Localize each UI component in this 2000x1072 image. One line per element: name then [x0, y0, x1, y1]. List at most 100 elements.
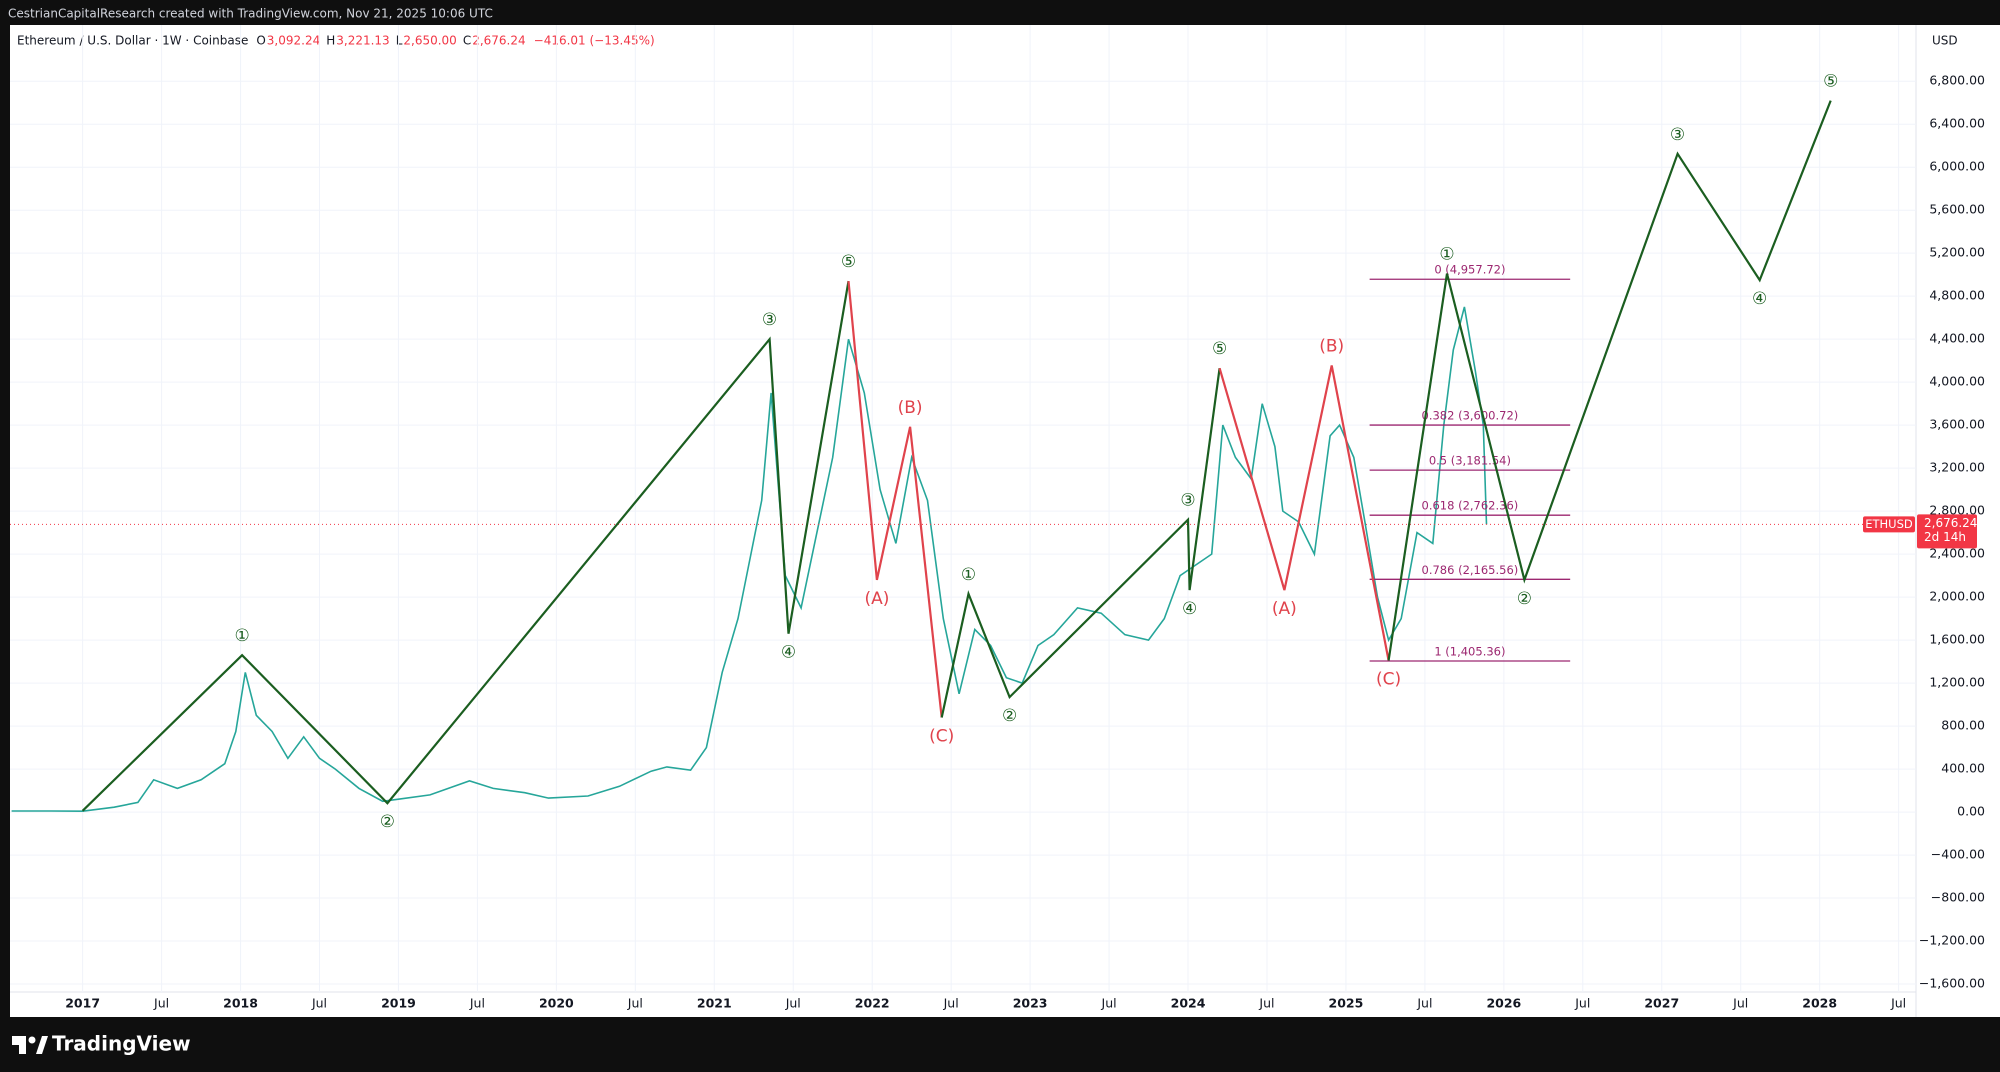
ohlc-value: 2,676.24 [472, 34, 525, 48]
fib-label: 0.382 (3,600.72) [1422, 409, 1519, 423]
x-tick-label: 2023 [1013, 996, 1048, 1011]
x-tick-label: Jul [469, 996, 485, 1011]
wave-label: (A) [864, 589, 889, 609]
fib-label: 0 (4,957.72) [1434, 263, 1505, 277]
fib-label: 0.5 (3,181.54) [1429, 454, 1511, 468]
y-tick-label: 4,400.00 [1929, 331, 1985, 346]
price-tag [1917, 514, 1977, 549]
wave-line [1387, 100, 1832, 661]
wave-label: (C) [1376, 670, 1401, 690]
x-tick-label: Jul [1258, 996, 1274, 1011]
fib-label: 1 (1,405.36) [1434, 645, 1505, 659]
currency: USD [1932, 34, 1958, 48]
x-tick-label: Jul [943, 996, 959, 1011]
x-tick-label: Jul [153, 996, 169, 1011]
wave-label: ③ [1670, 125, 1685, 145]
x-tick-label: Jul [1416, 996, 1432, 1011]
y-tick-label: −400.00 [1931, 847, 1985, 862]
ohlc-key: H [326, 34, 335, 48]
y-tick-label: 1,600.00 [1929, 632, 1985, 647]
wave-label: (A) [1272, 599, 1297, 619]
wave-label: ② [1517, 589, 1532, 609]
y-tick-label: 6,000.00 [1929, 159, 1985, 174]
ohlc-key: L [396, 34, 403, 48]
y-tick-label: 800.00 [1941, 718, 1985, 733]
ohlc-value: 2,650.00 [403, 34, 456, 48]
credit: CestrianCapitalResearch created with Tra… [8, 7, 493, 21]
x-tick-label: 2017 [65, 996, 100, 1011]
wave-label: ④ [781, 643, 796, 663]
x-tick-label: Jul [311, 996, 327, 1011]
footer-logo [12, 1036, 48, 1054]
wave-label: ① [235, 626, 250, 646]
x-tick-label: 2027 [1644, 996, 1679, 1011]
y-tick-label: 4,000.00 [1929, 374, 1985, 389]
wave-line [1218, 365, 1390, 661]
y-tick-label: 3,200.00 [1929, 460, 1985, 475]
symbol-tag-label: ETHUSD [1865, 517, 1913, 531]
x-tick-label: Jul [1732, 996, 1748, 1011]
wave-label: ② [1002, 706, 1017, 726]
y-tick-label: 0.00 [1957, 804, 1985, 819]
x-tick-label: 2028 [1802, 996, 1837, 1011]
wave-label: ③ [1180, 491, 1195, 511]
y-tick-label: 2,000.00 [1929, 589, 1985, 604]
y-tick-label: −1,200.00 [1919, 933, 1985, 948]
x-tick-label: Jul [1890, 996, 1906, 1011]
wave-label: ④ [1182, 599, 1197, 619]
wave-label: ⑤ [1823, 72, 1838, 92]
x-tick-label: 2021 [697, 996, 732, 1011]
fib-label: 0.786 (2,165.56) [1422, 563, 1519, 577]
y-tick-label: 5,600.00 [1929, 202, 1985, 217]
wave-label: ⑤ [841, 252, 856, 272]
x-tick-label: Jul [785, 996, 801, 1011]
price-line [11, 306, 1488, 813]
x-tick-label: Jul [627, 996, 643, 1011]
wave-label: (B) [1319, 336, 1344, 356]
y-tick-label: 6,400.00 [1929, 116, 1985, 131]
change: −416.01 (−13.45%) [534, 34, 655, 48]
ohlc-value: 3,221.13 [336, 34, 389, 48]
x-tick-label: 2026 [1486, 996, 1521, 1011]
x-tick-label: 2024 [1171, 996, 1206, 1011]
y-tick-label: −1,600.00 [1919, 976, 1985, 991]
wave-line [81, 280, 850, 812]
wave-label: ① [1439, 245, 1454, 265]
y-tick-label: 2,400.00 [1929, 546, 1985, 561]
x-tick-label: 2022 [855, 996, 890, 1011]
y-tick-label: 3,600.00 [1929, 417, 1985, 432]
wave-label: ② [380, 812, 395, 832]
x-tick-label: Jul [1574, 996, 1590, 1011]
ohlc-value: 3,092.24 [267, 34, 320, 48]
wave-label: ③ [762, 310, 777, 330]
wave-label: (B) [898, 398, 923, 418]
ohlc-key: C [463, 34, 471, 48]
wave-label: (C) [929, 726, 954, 746]
symbol-tag [1863, 516, 1915, 533]
wave-line [940, 368, 1221, 718]
y-tick-label: 6,800.00 [1929, 73, 1985, 88]
x-tick-label: 2019 [381, 996, 416, 1011]
x-tick-label: 2018 [223, 996, 258, 1011]
x-tick-label: 2020 [539, 996, 574, 1011]
chart-panel [10, 25, 2000, 1017]
price-tag-value: 2,676.24 [1924, 516, 1977, 530]
y-tick-label: −800.00 [1931, 890, 1985, 905]
y-tick-label: 1,200.00 [1929, 675, 1985, 690]
y-tick-label: 4,800.00 [1929, 288, 1985, 303]
wave-label: ① [961, 565, 976, 585]
wave-label: ⑤ [1212, 339, 1227, 359]
footer-brand: TradingView [52, 1032, 191, 1056]
y-tick-label: 400.00 [1941, 761, 1985, 776]
wave-label: ④ [1752, 289, 1767, 309]
x-tick-label: 2025 [1329, 996, 1364, 1011]
fib-label: 0.618 (2,762.36) [1422, 499, 1519, 513]
y-tick-label: 2,800.00 [1929, 503, 1985, 518]
price-tag-countdown: 2d 14h [1924, 530, 1966, 544]
legend: Ethereum / U.S. Dollar · 1W · Coinbase O… [17, 34, 655, 48]
x-tick-label: Jul [1101, 996, 1117, 1011]
y-tick-label: 5,200.00 [1929, 245, 1985, 260]
ohlc-key: O [256, 34, 265, 48]
